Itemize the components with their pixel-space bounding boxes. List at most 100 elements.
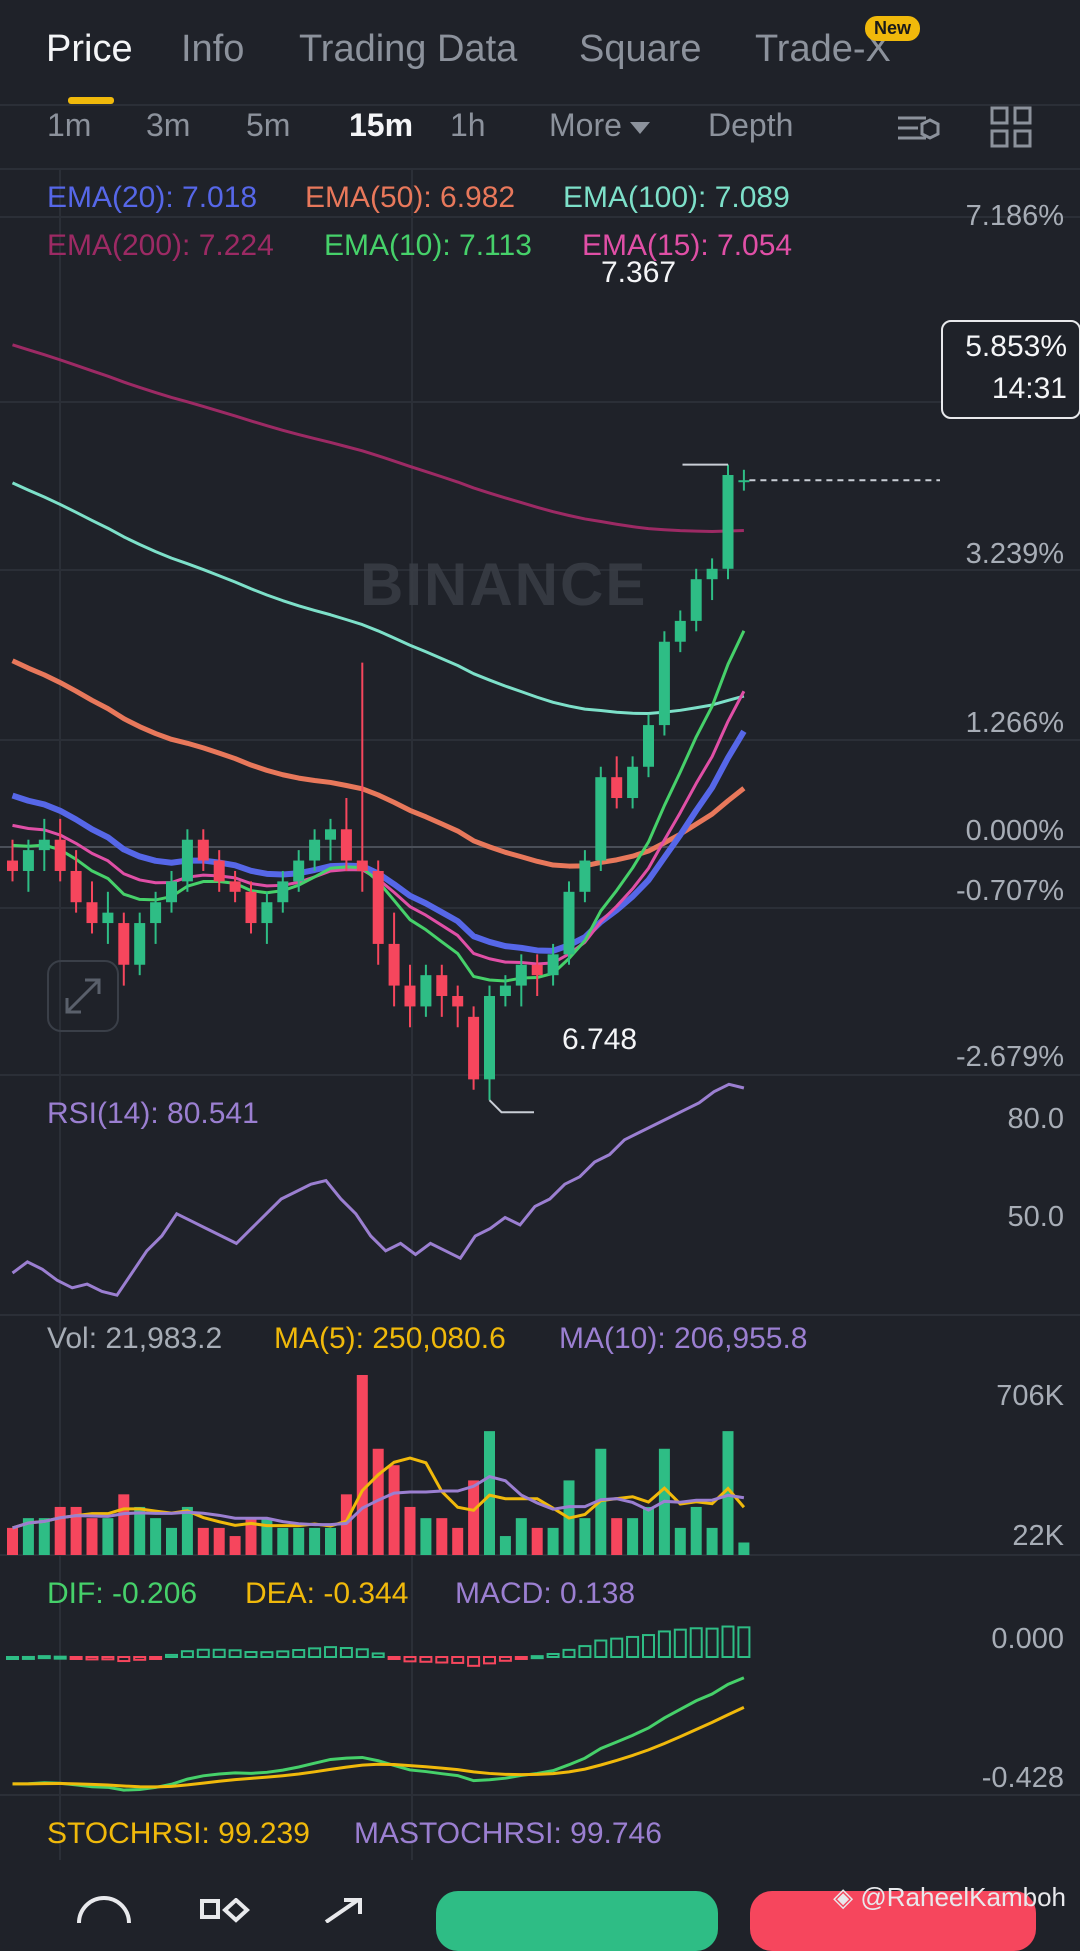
candle-body	[643, 725, 654, 767]
candle-body	[181, 839, 193, 882]
macd-histogram-bar	[371, 1652, 385, 1658]
ema200-line	[12, 343, 744, 534]
macd-histogram-bar	[180, 1650, 194, 1659]
candle-body	[611, 777, 623, 799]
candle-body	[213, 860, 225, 882]
macd-axis-label: 0.000	[991, 1623, 1064, 1655]
volume-bar	[166, 1527, 177, 1555]
current-price-box: 5.853% 14:31	[941, 320, 1080, 419]
vol-axis-label: 22K	[1012, 1520, 1064, 1552]
macd-histogram-bar	[339, 1646, 353, 1659]
candle-body	[452, 996, 464, 1007]
price-axis-label: -2.679%	[955, 1041, 1064, 1073]
macd-axis-label: -0.428	[981, 1762, 1064, 1794]
candle-body	[38, 839, 50, 851]
volume-bar	[134, 1506, 146, 1555]
candle-body	[388, 943, 400, 986]
tab-square[interactable]: Square	[579, 28, 702, 70]
more-dropdown[interactable]: More	[549, 107, 650, 144]
ema100-legend: EMA(100): 7.089	[563, 181, 790, 214]
candle-body	[309, 839, 321, 861]
tab-info[interactable]: Info	[181, 28, 245, 70]
volume-ma5-line	[12, 1456, 746, 1530]
ema50-legend: EMA(50): 6.982	[305, 181, 516, 214]
volume-bar	[118, 1494, 130, 1555]
macd-histogram-bar	[530, 1655, 544, 1660]
volume-bar	[706, 1527, 718, 1555]
macd-histogram-bar	[196, 1648, 210, 1659]
macd-histogram-bar	[6, 1656, 19, 1660]
macd-histogram-bar	[101, 1656, 115, 1661]
volume-bar	[531, 1527, 543, 1555]
current-price-pct: 5.853%	[965, 330, 1067, 363]
price-axis-label: -0.707%	[955, 875, 1064, 907]
low-price-label: 6.748	[562, 1023, 638, 1056]
candle-body	[229, 881, 241, 892]
interval-15m[interactable]: 15m	[349, 107, 414, 143]
volume-bar	[547, 1527, 559, 1555]
macd-histogram-bar	[260, 1651, 274, 1658]
widgets-icon[interactable]	[200, 1898, 250, 1923]
candle-body	[86, 902, 98, 924]
share-icon[interactable]	[320, 1896, 370, 1923]
price-axis-label: 0.000%	[965, 815, 1064, 847]
volume-bar	[7, 1527, 18, 1555]
price-axis-label: 7.186%	[965, 200, 1064, 232]
macd-histogram-bar	[387, 1656, 401, 1660]
candle-body	[595, 777, 607, 861]
macd-histogram-bar	[642, 1634, 655, 1659]
candle-body	[515, 964, 527, 986]
candle-body	[118, 923, 130, 965]
macd-histogram-bar	[721, 1625, 735, 1659]
volume-bar	[150, 1518, 162, 1555]
macd-histogram-bar	[244, 1651, 258, 1659]
macd-histogram-bar	[498, 1656, 512, 1662]
grid-layout-icon[interactable]	[990, 106, 1032, 148]
interval-1m[interactable]: 1m	[47, 107, 92, 143]
interval-5m[interactable]: 5m	[246, 107, 291, 143]
macd-histogram-bar	[355, 1648, 369, 1658]
candle-body	[738, 480, 750, 483]
macd-histogram-bar	[451, 1656, 465, 1664]
candle-body	[277, 881, 289, 903]
macd-histogram-bar	[562, 1648, 576, 1659]
vol-axis-label: 706K	[996, 1380, 1064, 1412]
tab-price[interactable]: Price	[46, 28, 133, 70]
volume-bar	[102, 1518, 114, 1555]
vol-ma5-legend: MA(5): 250,080.6	[274, 1322, 506, 1355]
more-menu-icon[interactable]	[76, 1892, 132, 1923]
volume-bar	[643, 1506, 654, 1555]
fullscreen-button[interactable]	[47, 960, 119, 1032]
candle-body	[531, 964, 543, 976]
macd-histogram-bar	[467, 1656, 481, 1667]
macd-histogram-bar	[149, 1656, 163, 1660]
interval-3m[interactable]: 3m	[146, 107, 191, 143]
divider	[0, 104, 1080, 106]
candle-body	[484, 996, 495, 1080]
active-tab-indicator	[68, 97, 114, 104]
binance-logo-icon: ◈	[833, 1882, 854, 1912]
candle-body	[674, 620, 686, 642]
volume-bar	[690, 1506, 702, 1555]
buy-button[interactable]	[436, 1891, 718, 1951]
interval-1h[interactable]: 1h	[450, 107, 486, 143]
macd-dea-line	[12, 1706, 745, 1789]
volume-bar	[70, 1506, 82, 1555]
volume-bar	[420, 1518, 432, 1555]
macd-histogram-bar	[626, 1635, 640, 1659]
volume-bar	[181, 1506, 193, 1555]
volume-ma10-line	[12, 1474, 745, 1530]
candle-body	[627, 766, 639, 799]
stochrsi-legend: STOCHRSI: 99.239	[47, 1817, 310, 1850]
macd-histogram-bar	[689, 1627, 703, 1659]
indicator-settings-icon[interactable]	[896, 108, 942, 148]
macd-histogram-bar	[737, 1626, 751, 1658]
tab-trading-data[interactable]: Trading Data	[299, 28, 518, 70]
candle-body	[706, 568, 718, 580]
volume-bar	[229, 1536, 241, 1555]
candle-body	[22, 850, 34, 871]
depth-button[interactable]: Depth	[708, 107, 794, 143]
candle-countdown: 14:31	[991, 372, 1067, 405]
macd-histogram-bar	[228, 1649, 242, 1659]
